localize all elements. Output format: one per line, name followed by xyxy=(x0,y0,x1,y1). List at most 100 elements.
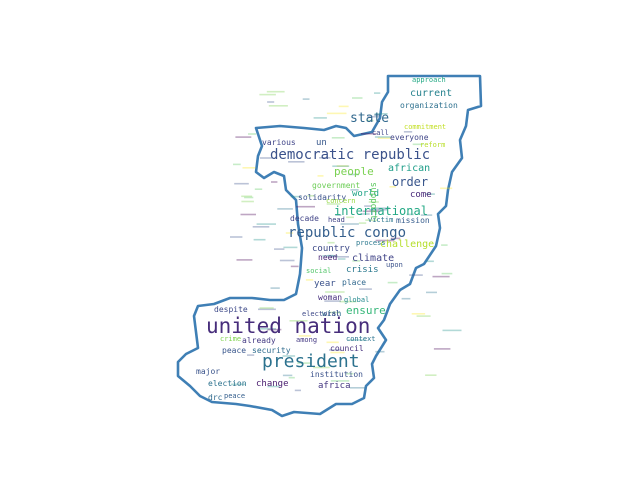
word: democratic republic xyxy=(270,147,431,163)
filler-glyph xyxy=(277,208,293,210)
filler-glyph xyxy=(330,351,345,354)
filler-glyph xyxy=(242,167,256,169)
word: call xyxy=(372,129,389,137)
filler-glyph xyxy=(290,265,299,268)
word: victim xyxy=(368,216,394,224)
filler-glyph xyxy=(409,274,423,276)
word: president xyxy=(262,351,360,372)
word: current xyxy=(410,88,453,99)
filler-glyph xyxy=(326,112,347,115)
word: election xyxy=(208,379,247,388)
word: place xyxy=(342,278,367,287)
filler-glyph xyxy=(375,239,395,242)
word: crisis xyxy=(346,265,379,275)
word: mission xyxy=(396,216,430,225)
filler-glyph xyxy=(283,246,298,249)
filler-glyph xyxy=(259,157,273,159)
filler-glyph xyxy=(324,300,341,302)
filler-glyph xyxy=(313,117,327,119)
word: woman xyxy=(318,293,343,302)
word: africa xyxy=(318,381,351,391)
word: commitment xyxy=(404,123,447,131)
filler-glyph xyxy=(359,213,370,215)
filler-glyph xyxy=(336,165,349,167)
filler-glyph xyxy=(241,195,253,198)
filler-glyph xyxy=(335,214,342,216)
filler-glyph xyxy=(330,380,350,382)
filler-glyph xyxy=(327,254,334,257)
filler-glyph xyxy=(329,311,340,314)
filler-glyph xyxy=(325,291,345,293)
filler-glyph xyxy=(369,208,388,211)
filler-glyph xyxy=(244,196,254,199)
filler-glyph xyxy=(327,241,335,244)
filler-glyph xyxy=(403,131,413,133)
filler-glyph xyxy=(298,335,312,337)
shape-outline xyxy=(176,74,483,418)
filler-glyph xyxy=(377,137,392,139)
filler-glyph xyxy=(367,115,379,118)
filler-glyph xyxy=(441,272,453,275)
word: african xyxy=(388,163,431,174)
filler-glyph xyxy=(258,308,276,311)
filler-glyph xyxy=(352,97,363,99)
word: solidarity xyxy=(298,193,347,202)
filler-glyph xyxy=(352,260,361,262)
word: major xyxy=(196,367,221,376)
word: international xyxy=(334,204,428,218)
filler-glyph xyxy=(412,143,424,146)
word: government xyxy=(312,181,361,190)
word: order xyxy=(392,175,429,189)
filler-glyph xyxy=(374,113,388,115)
filler-glyph xyxy=(337,258,346,260)
filler-glyph xyxy=(274,248,285,250)
filler-glyph xyxy=(362,210,380,213)
word: state xyxy=(350,111,390,126)
word: peace xyxy=(222,346,247,355)
filler-glyph xyxy=(254,188,263,190)
word: upon xyxy=(386,261,403,269)
filler-glyph xyxy=(416,315,431,317)
word: united nation xyxy=(206,314,371,338)
filler-glyph xyxy=(374,136,391,138)
filler-glyph xyxy=(326,341,339,344)
filler-glyph xyxy=(247,354,255,356)
word: despite xyxy=(214,305,248,314)
filler-glyph xyxy=(329,349,342,351)
filler-glyph xyxy=(248,133,257,135)
filler-glyph xyxy=(234,182,249,185)
filler-glyph xyxy=(240,213,256,216)
word: change xyxy=(256,379,289,389)
filler-glyph xyxy=(359,288,372,290)
filler-glyph xyxy=(296,205,315,208)
filler-glyph xyxy=(340,223,359,225)
filler-glyph xyxy=(364,205,372,207)
filler-glyph xyxy=(253,238,266,241)
word: come xyxy=(410,190,432,200)
filler-glyph xyxy=(282,355,296,357)
filler-glyph xyxy=(307,195,315,197)
filler-glyph xyxy=(268,105,288,107)
word: year xyxy=(314,279,336,289)
filler-glyph xyxy=(366,119,374,122)
filler-glyph xyxy=(368,201,379,203)
filler-glyph xyxy=(332,165,350,167)
word: among xyxy=(296,336,318,344)
filler-glyph xyxy=(322,255,338,257)
word: process xyxy=(356,239,386,247)
filler-glyph xyxy=(233,163,241,166)
filler-glyph xyxy=(259,307,274,309)
filler-glyph xyxy=(302,98,310,100)
filler-glyph xyxy=(339,300,357,303)
word: republic congo xyxy=(288,225,407,241)
filler-glyph xyxy=(374,92,381,94)
filler-glyph xyxy=(319,157,331,159)
filler-glyph xyxy=(389,186,396,188)
filler-glyph xyxy=(349,387,365,389)
filler-glyph xyxy=(346,216,354,219)
filler-glyph xyxy=(391,237,401,240)
word: support xyxy=(368,182,378,220)
filler-glyph xyxy=(257,328,276,330)
word: various xyxy=(262,138,296,147)
filler-glyph xyxy=(279,259,295,262)
